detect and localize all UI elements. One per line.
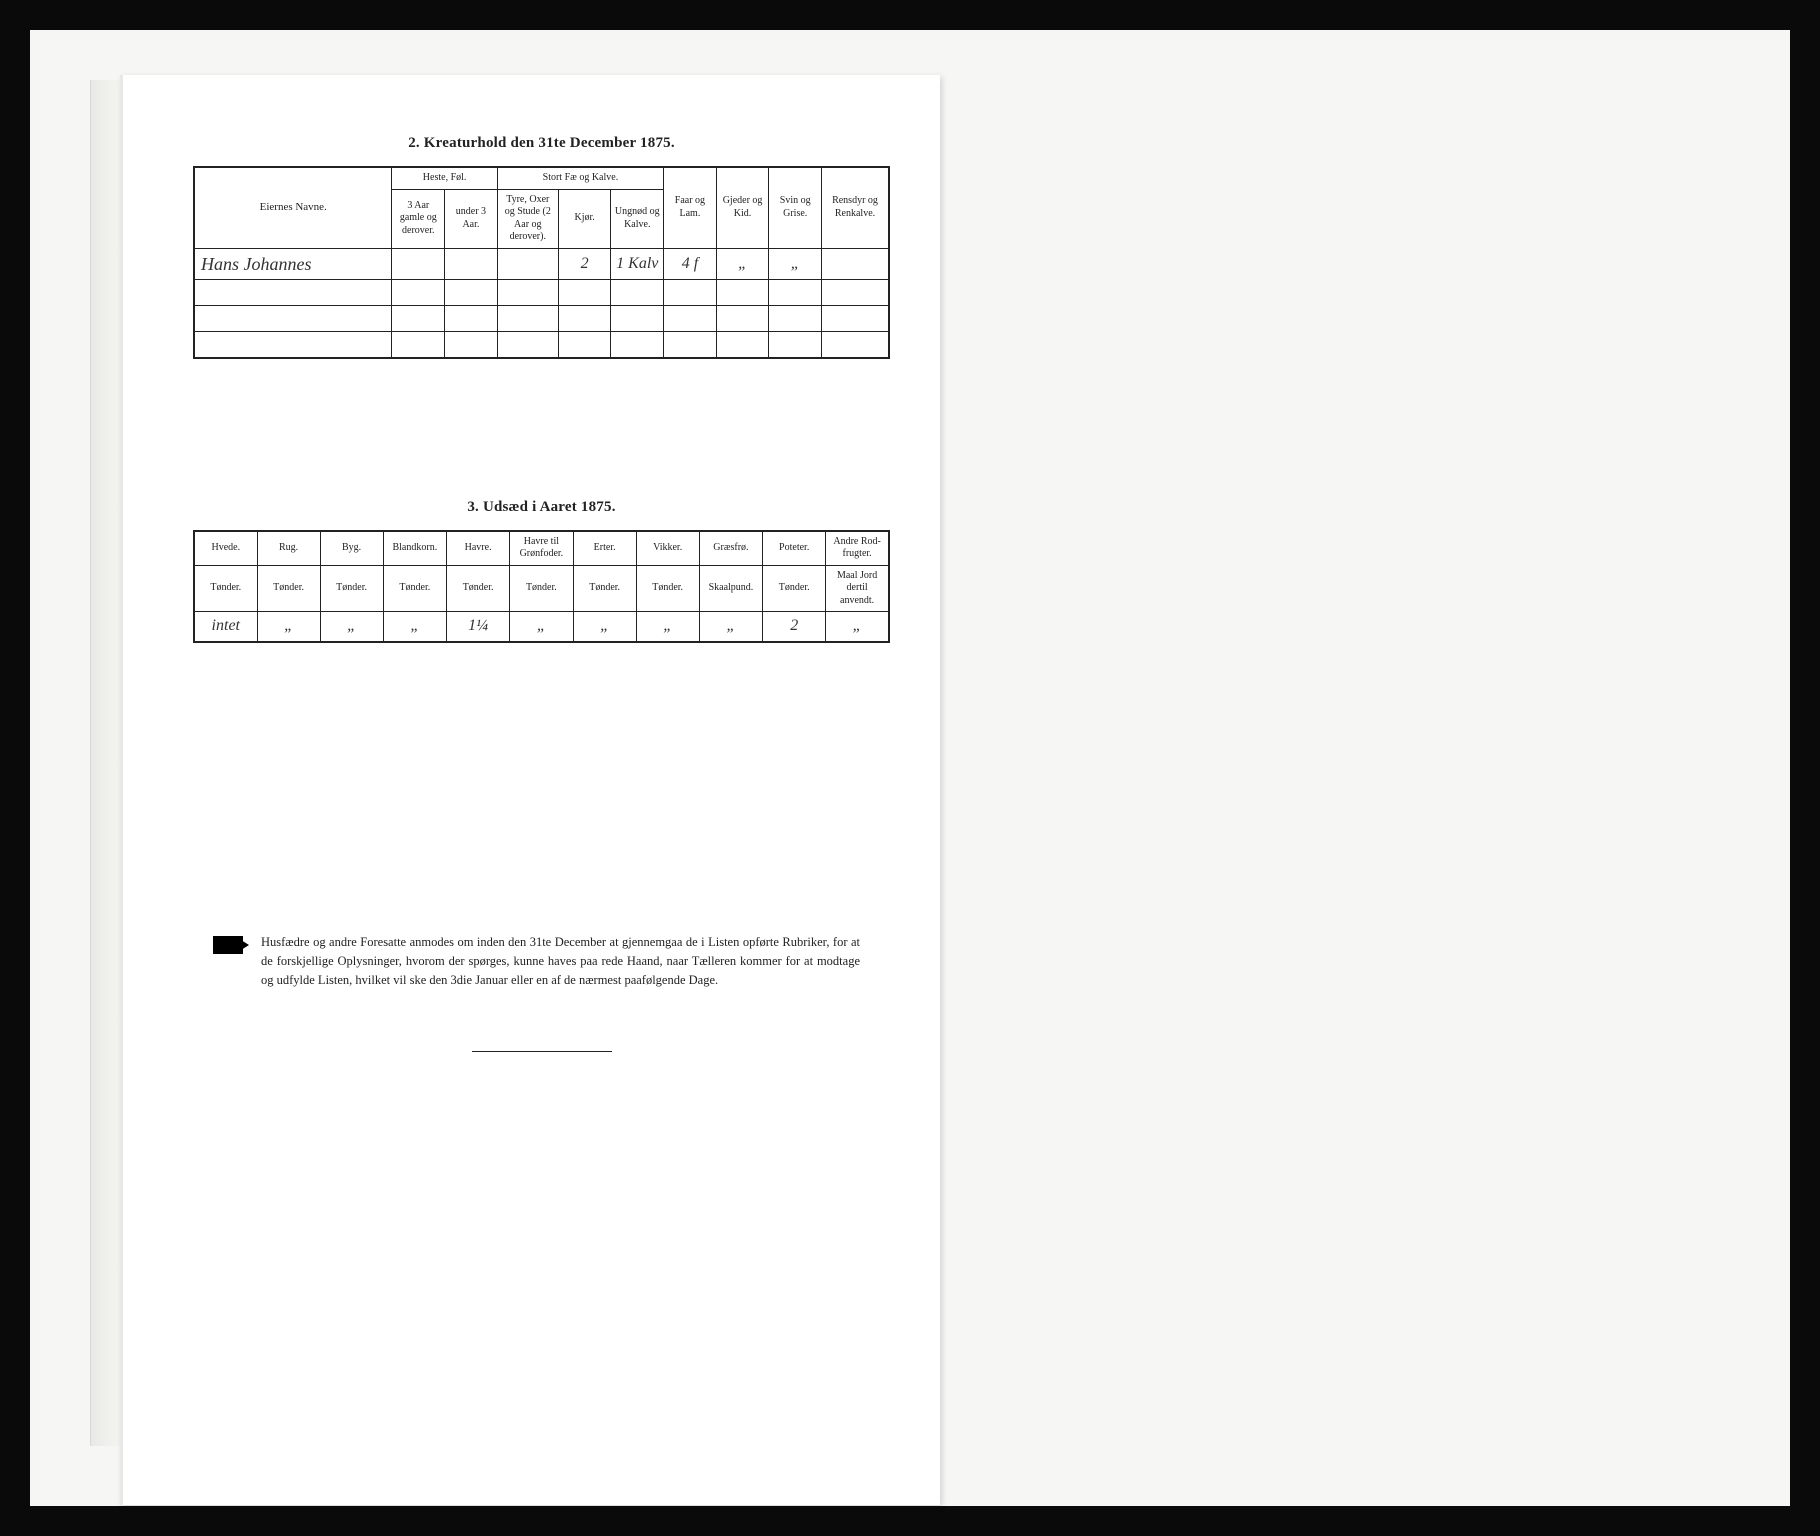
livestock-table: Eiernes Navne. Heste, Føl. Stort Fæ og K… (193, 166, 890, 359)
scan-background: 2. Kreaturhold den 31te December 1875. E… (30, 30, 1790, 1506)
cell: „ (320, 612, 383, 642)
cell: „ (699, 612, 763, 642)
unit: Tønder. (510, 565, 574, 612)
col-owner-name: Eiernes Navne. (194, 167, 392, 248)
unit: Tønder. (763, 565, 826, 612)
unit: Skaalpund. (699, 565, 763, 612)
cell: „ (769, 248, 822, 280)
col-sheep: Faar og Lam. (664, 167, 717, 248)
unit: Tønder. (573, 565, 636, 612)
cell: „ (716, 248, 769, 280)
col-horses-3plus: 3 Aar gamle og derover. (392, 189, 445, 248)
unit: Tønder. (383, 565, 447, 612)
cell: 4 f (664, 248, 717, 280)
col-goats: Gjeder og Kid. (716, 167, 769, 248)
col-calves: Ungnød og Kalve. (611, 189, 664, 248)
col-bulls: Tyre, Oxer og Stude (2 Aar og derover). (497, 189, 558, 248)
unit: Tønder. (257, 565, 320, 612)
sowing-table: Hvede. Rug. Byg. Blandkorn. Havre. Havre… (193, 530, 890, 643)
cell: „ (636, 612, 699, 642)
census-form-page: 2. Kreaturhold den 31te December 1875. E… (120, 75, 940, 1505)
cell: „ (826, 612, 889, 642)
page-stack-edge (90, 80, 120, 1446)
cell: „ (573, 612, 636, 642)
col-vetch: Vikker. (636, 531, 699, 566)
table-row (194, 306, 889, 332)
unit: Tønder. (636, 565, 699, 612)
unit: Tønder. (447, 565, 510, 612)
col-other-root: Andre Rod-frugter. (826, 531, 889, 566)
col-horses-under3: under 3 Aar. (445, 189, 498, 248)
col-group-cattle: Stort Fæ og Kalve. (497, 167, 663, 189)
end-rule (472, 1051, 612, 1052)
col-group-horses: Heste, Føl. (392, 167, 497, 189)
col-wheat: Hvede. (194, 531, 257, 566)
table-row: Hans Johannes 2 1 Kalv 4 f „ „ (194, 248, 889, 280)
cell (392, 248, 445, 280)
col-oats: Havre. (447, 531, 510, 566)
col-cows: Kjør. (558, 189, 611, 248)
section2-title: 2. Kreaturhold den 31te December 1875. (193, 135, 890, 152)
col-rye: Rug. (257, 531, 320, 566)
table-row (194, 332, 889, 358)
col-grass: Græsfrø. (699, 531, 763, 566)
instruction-text: Husfædre og andre Foresatte anmodes om i… (261, 933, 860, 991)
col-peas: Erter. (573, 531, 636, 566)
cell: „ (383, 612, 447, 642)
col-swine: Svin og Grise. (769, 167, 822, 248)
cell: „ (257, 612, 320, 642)
cell: 2 (558, 248, 611, 280)
col-potatoes: Poteter. (763, 531, 826, 566)
section3-title: 3. Udsæd i Aaret 1875. (193, 499, 890, 516)
table-row: intet „ „ „ 1¼ „ „ „ „ 2 „ (194, 612, 889, 642)
cell (445, 248, 498, 280)
instruction-note: Husfædre og andre Foresatte anmodes om i… (193, 933, 890, 991)
col-barley: Byg. (320, 531, 383, 566)
cell (822, 248, 889, 280)
col-mixed: Blandkorn. (383, 531, 447, 566)
cell: 1 Kalv (611, 248, 664, 280)
col-reindeer: Rensdyr og Renkalve. (822, 167, 889, 248)
cell (497, 248, 558, 280)
table-row (194, 280, 889, 306)
col-oats-green: Havre til Grønfoder. (510, 531, 574, 566)
cell: „ (510, 612, 574, 642)
cell: 1¼ (447, 612, 510, 642)
unit: Tønder. (320, 565, 383, 612)
pointing-hand-icon (213, 936, 243, 954)
unit: Tønder. (194, 565, 257, 612)
unit: Maal Jord dertil anvendt. (826, 565, 889, 612)
cell: 2 (763, 612, 826, 642)
cell-owner-name: Hans Johannes (194, 248, 392, 280)
cell: intet (194, 612, 257, 642)
